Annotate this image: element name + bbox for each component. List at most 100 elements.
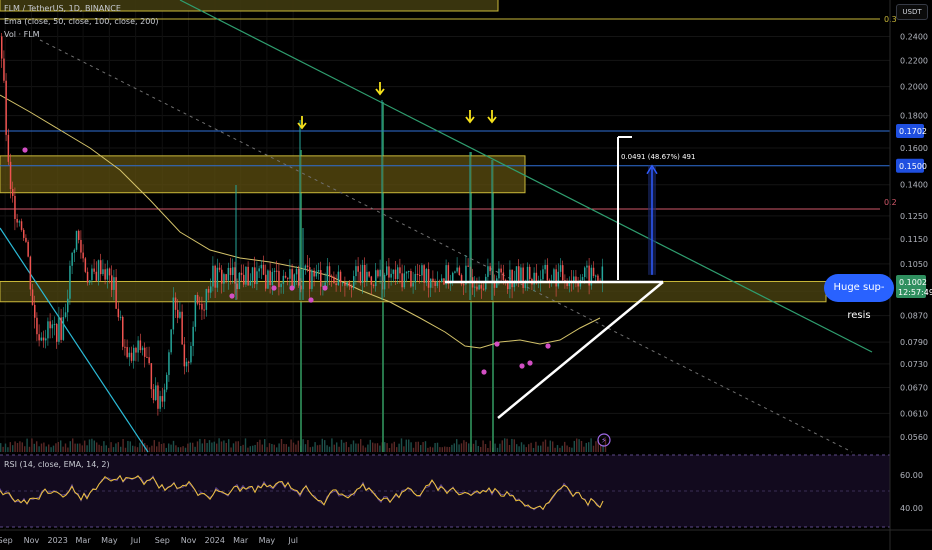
volume-bar <box>273 444 275 452</box>
candle <box>447 265 450 285</box>
candle <box>515 266 518 281</box>
rsi-legend[interactable]: RSI (14, close, EMA, 14, 2) <box>4 460 110 469</box>
drawing-lines[interactable]: 0.30.2 <box>0 0 897 453</box>
candle <box>201 303 203 310</box>
candle <box>368 271 370 277</box>
y-tick-label: 0.0870 <box>900 312 928 321</box>
candle <box>249 280 252 286</box>
volume-bar <box>98 444 100 452</box>
candle <box>122 316 124 347</box>
volume-bar <box>151 445 153 452</box>
volume-bar <box>535 441 537 452</box>
candle <box>331 275 333 277</box>
candle <box>520 267 522 282</box>
x-tick-label: Jul <box>130 536 141 545</box>
candle <box>355 266 357 277</box>
volume-bar <box>153 440 155 452</box>
candle <box>280 283 282 288</box>
candle <box>443 278 445 285</box>
volume-bar <box>432 447 434 452</box>
volume-bar <box>28 446 31 452</box>
volume-bar <box>578 439 580 452</box>
candle <box>278 270 280 288</box>
candle <box>144 347 146 357</box>
volume-bar <box>477 445 479 452</box>
volume-bar <box>297 440 299 452</box>
candle <box>344 282 346 286</box>
candle <box>124 346 126 348</box>
candle <box>372 284 375 287</box>
currency-selector[interactable]: USDT <box>896 4 928 20</box>
triangle-support-line <box>497 281 664 419</box>
candle <box>434 281 436 286</box>
candle <box>408 271 410 273</box>
volume-bar <box>405 439 407 452</box>
candle <box>93 268 95 272</box>
candle <box>414 273 417 283</box>
candle <box>377 270 379 277</box>
volume-bar <box>206 443 208 452</box>
volume-bar <box>501 440 503 452</box>
candle <box>441 278 443 283</box>
candle <box>104 269 106 280</box>
y-tick-label: 0.1150 <box>900 235 928 244</box>
drawing-overlays[interactable]: 0.0491 (48.67%) 491 ⚡ <box>22 82 695 447</box>
volume-bar <box>326 445 328 452</box>
volume-bar <box>333 444 335 452</box>
volume-bar <box>230 447 232 452</box>
candle <box>258 268 260 272</box>
volume-bar <box>237 441 239 452</box>
candle <box>185 361 188 367</box>
resistance-zones[interactable] <box>0 0 827 303</box>
candle <box>100 260 102 275</box>
volume-bar <box>355 443 357 452</box>
candle <box>577 281 579 287</box>
candle <box>25 237 27 242</box>
candle <box>555 269 557 287</box>
candle <box>309 267 311 289</box>
volume-bar <box>590 438 592 452</box>
candle <box>139 340 142 351</box>
candle <box>410 271 412 287</box>
down-arrow-icon <box>297 116 307 130</box>
support-resistance-callout[interactable]: Huge sup-resis <box>824 274 894 321</box>
volume-bar <box>225 442 227 452</box>
candle <box>364 265 366 282</box>
y-tick-label: 0.1050 <box>900 260 928 269</box>
candle <box>243 274 245 285</box>
volume-bar <box>583 446 585 452</box>
volume-spike <box>492 160 494 452</box>
volume-bar <box>456 439 458 452</box>
candle <box>218 267 221 270</box>
volume-bar <box>427 447 429 452</box>
volume-bar <box>412 447 415 452</box>
volume-bar <box>280 438 283 452</box>
dashed-trendline <box>39 39 853 453</box>
volume-bar <box>336 442 338 452</box>
ema-legend[interactable]: Ema (close, 50, close, 100, close, 200) <box>4 17 159 26</box>
volume-bar <box>504 438 506 452</box>
candle <box>269 270 271 286</box>
volume-bar <box>290 439 292 452</box>
volume-bar <box>588 442 590 452</box>
candle <box>1 36 3 59</box>
candle <box>71 252 73 266</box>
volume-bar <box>585 442 587 452</box>
volume-bar <box>400 438 403 452</box>
volume-bar <box>379 445 381 452</box>
volume-bar <box>552 441 554 452</box>
price-tag <box>896 158 924 173</box>
x-tick-label: Jul <box>287 536 298 545</box>
volume-bar <box>331 438 333 452</box>
candle <box>276 270 278 272</box>
volume-legend[interactable]: Vol · FLM <box>4 30 40 39</box>
candle <box>170 329 172 353</box>
volume-bar <box>223 440 225 452</box>
y-tick-label: 0.2200 <box>900 56 928 65</box>
symbol-legend[interactable]: FLM / TetherUS, 1D, BINANCE <box>4 4 121 13</box>
candle <box>75 230 78 250</box>
candle <box>315 271 318 277</box>
candle <box>45 338 47 341</box>
